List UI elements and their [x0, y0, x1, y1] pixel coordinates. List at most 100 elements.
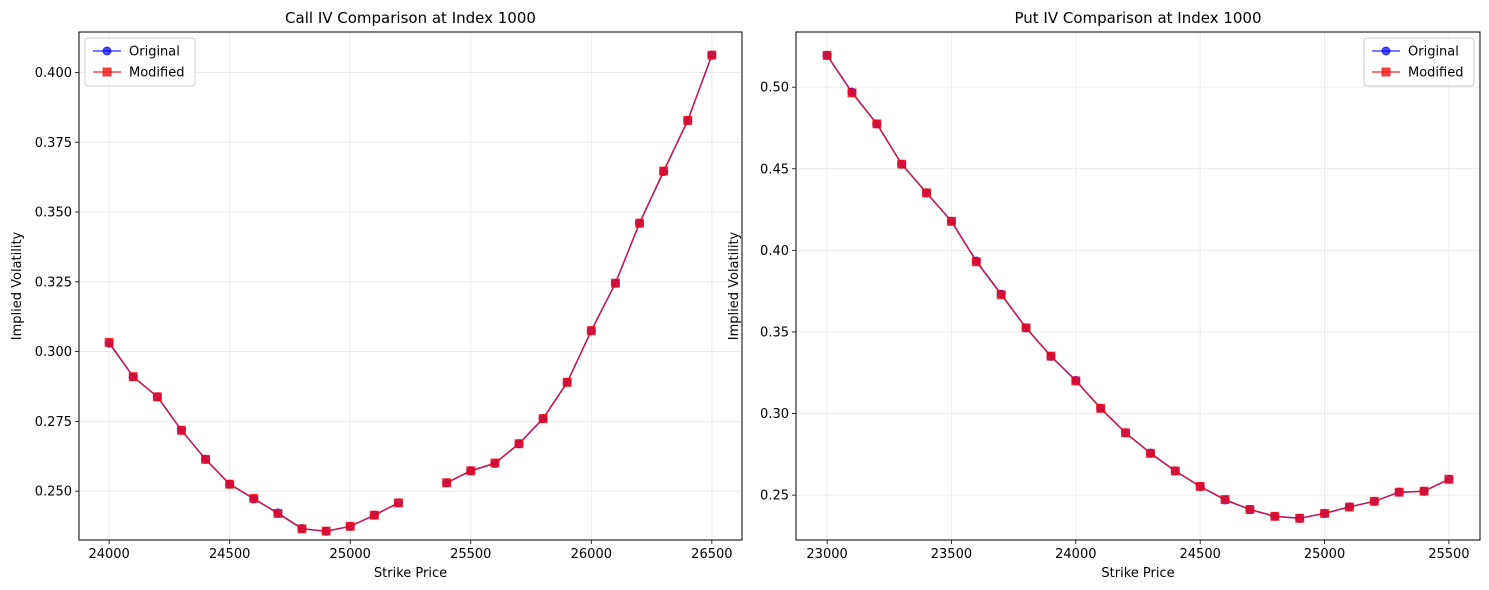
x-tick-label: 25000 [1304, 547, 1345, 562]
legend: Original Modified [1363, 37, 1475, 87]
data-point-modified [152, 392, 162, 402]
data-point-modified [1245, 504, 1255, 514]
legend-label-original: Original [1408, 45, 1459, 60]
series-line-modified [446, 54, 713, 484]
data-point-modified [345, 521, 355, 531]
legend-marker-modified [1381, 67, 1391, 77]
legend: Original Modified [84, 37, 196, 87]
y-tick-label: 0.45 [760, 162, 789, 177]
data-point-modified [297, 524, 307, 534]
data-point-modified [1444, 474, 1454, 484]
data-point-modified [1021, 323, 1031, 333]
y-tick-label: 0.400 [35, 66, 72, 81]
data-point-modified [1270, 511, 1280, 521]
data-point-modified [1394, 487, 1404, 497]
y-tick-label: 0.35 [760, 325, 789, 340]
legend-marker-original [102, 46, 112, 56]
y-axis-label: Implied Volatility [727, 231, 742, 340]
x-tick-label: 25000 [330, 547, 371, 562]
data-point-modified [1046, 351, 1056, 361]
chart-panel-2: 23000 23500 24000 24500 25000 25500 0.25 0.30 0.… [727, 9, 1481, 581]
x-tick-label: 25500 [1428, 547, 1469, 562]
data-point-modified [707, 50, 717, 60]
plot-area [822, 50, 1454, 523]
y-tick-label: 0.25 [760, 489, 789, 504]
legend-marker-modified [102, 67, 112, 77]
chart-title: Call IV Comparison at Index 1000 [285, 9, 536, 27]
data-point-modified [996, 290, 1006, 300]
data-point-modified [971, 257, 981, 267]
data-point-modified [946, 216, 956, 226]
data-point-modified [1195, 481, 1205, 491]
chart-title: Put IV Comparison at Index 1000 [1014, 9, 1261, 27]
axes-frame [78, 31, 743, 541]
plot-area [104, 50, 717, 536]
y-tick-label: 0.375 [35, 136, 72, 151]
data-point-modified [538, 414, 548, 424]
data-point-modified [610, 278, 620, 288]
x-tick-label: 26500 [691, 547, 732, 562]
legend-label-original: Original [129, 45, 180, 60]
x-tick-label: 24000 [88, 547, 129, 562]
y-tick-label: 0.50 [760, 81, 789, 96]
data-point-modified [1369, 496, 1379, 506]
y-tick-label: 0.40 [760, 244, 789, 259]
x-axis-label: Strike Price [374, 566, 447, 581]
x-tick-label: 25500 [450, 547, 491, 562]
y-tick-label: 0.300 [35, 345, 72, 360]
data-point-modified [1419, 486, 1429, 496]
data-point-modified [490, 458, 500, 468]
y-tick-label: 0.325 [35, 275, 72, 290]
y-tick-label: 0.250 [35, 485, 72, 500]
y-tick-label: 0.275 [35, 415, 72, 430]
legend-label-modified: Modified [1408, 66, 1463, 81]
data-point-modified [104, 337, 114, 347]
data-point-modified [466, 466, 476, 476]
legend-box [1363, 37, 1475, 87]
data-point-modified [659, 166, 669, 176]
data-point-modified [201, 454, 211, 464]
data-point-modified [393, 498, 403, 508]
chart-panel-1: 24000 24500 25000 25500 26000 26500 0.250 0.275… [10, 9, 743, 581]
data-point-modified [369, 510, 379, 520]
x-tick-label: 24000 [1055, 547, 1096, 562]
data-point-modified [321, 526, 331, 536]
data-point-modified [1170, 466, 1180, 476]
data-point-modified [1096, 403, 1106, 413]
data-point-modified [1320, 508, 1330, 518]
data-point-modified [1295, 513, 1305, 523]
data-point-modified [225, 479, 235, 489]
data-point-modified [514, 439, 524, 449]
series-line-original [826, 54, 1450, 520]
data-point-modified [1145, 448, 1155, 458]
series-line-modified [826, 54, 1450, 520]
y-tick-label: 0.30 [760, 407, 789, 422]
data-point-modified [586, 326, 596, 336]
data-point-modified [176, 425, 186, 435]
x-tick-label: 24500 [1180, 547, 1221, 562]
x-axis-label: Strike Price [1101, 566, 1174, 581]
data-point-modified [635, 218, 645, 228]
data-point-modified [1220, 495, 1230, 505]
data-point-modified [847, 88, 857, 98]
legend-marker-original [1381, 46, 1391, 56]
data-point-modified [897, 159, 907, 169]
legend-label-modified: Modified [129, 66, 184, 81]
axes-frame [795, 31, 1481, 541]
data-point-modified [872, 119, 882, 129]
data-point-modified [1071, 376, 1081, 386]
data-point-modified [273, 508, 283, 518]
data-point-modified [128, 372, 138, 382]
x-tick-label: 23000 [806, 547, 847, 562]
data-point-modified [1344, 502, 1354, 512]
x-tick-label: 23500 [931, 547, 972, 562]
series-line-original [446, 54, 713, 484]
x-tick-label: 24500 [209, 547, 250, 562]
data-point-modified [822, 50, 832, 60]
y-tick-label: 0.350 [35, 206, 72, 221]
data-point-modified [249, 493, 259, 503]
data-point-modified [1121, 428, 1131, 438]
y-axis-label: Implied Volatility [10, 231, 25, 340]
data-point-modified [562, 377, 572, 387]
